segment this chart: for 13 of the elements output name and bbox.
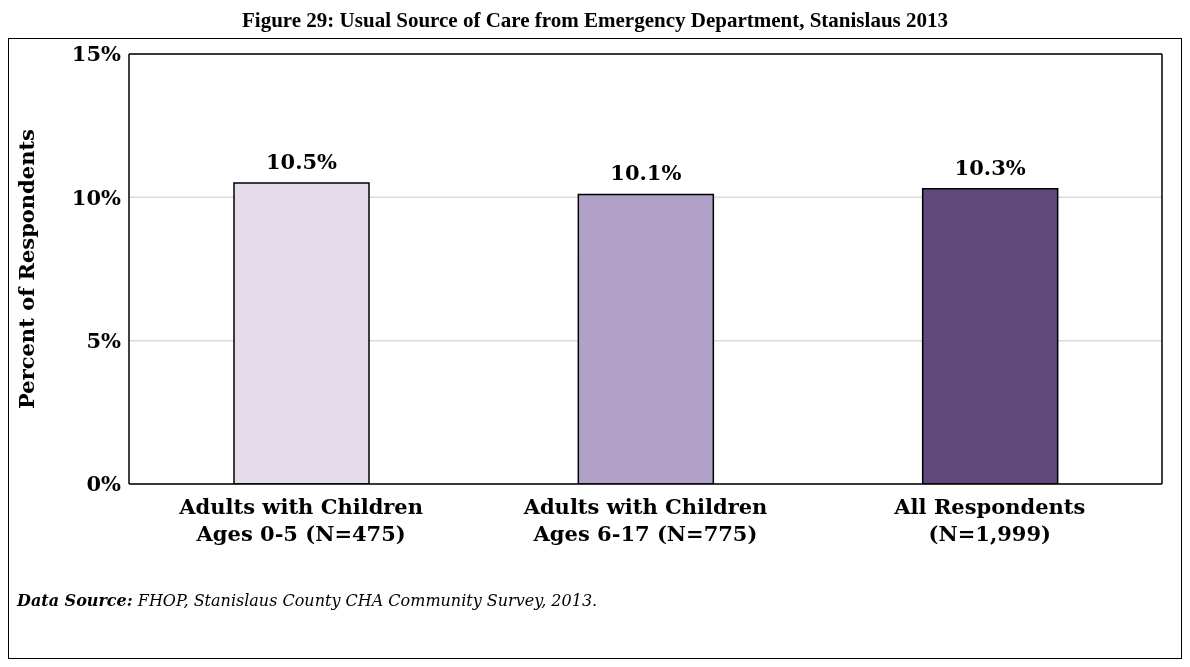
data-label: 10.1% [610,160,682,186]
source-note: Data Source: FHOP, Stanislaus County CHA Community Survey, 2013. [17,591,598,610]
y-tick-label: 0% [86,471,122,497]
y-tick-label: 15% [71,41,122,67]
x-tick-label: Adults with Children Ages 0-5 (N=475) [178,494,424,546]
y-tick-label: 10% [71,184,122,210]
x-tick-label: Adults with Children Ages 6-17 (N=775) [522,494,768,546]
data-label: 10.5% [265,149,338,174]
chart-title: Figure 29: Usual Source of Care from Emergency Department, Stanislaus 2013 [8,8,1182,33]
y-tick-label: 5% [86,328,122,354]
y-axis-title: Percent of Respondents [14,129,40,409]
x-tick-label: All Respondents (N=1,999) [893,494,1086,546]
data-label: 10.3% [954,154,1026,180]
